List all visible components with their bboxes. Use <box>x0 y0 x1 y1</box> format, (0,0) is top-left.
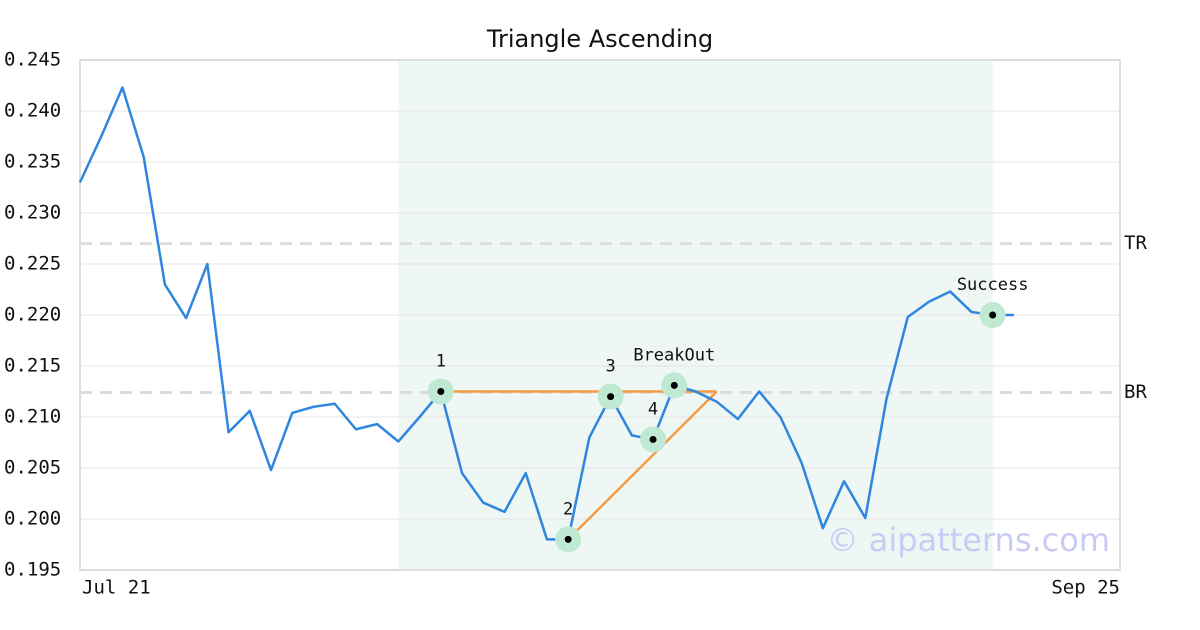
point-dot <box>437 388 445 395</box>
reference-label: BR <box>1124 381 1147 403</box>
y-tick-label: 0.210 <box>4 406 61 428</box>
triangle-line <box>567 390 718 541</box>
point-dot <box>989 311 997 319</box>
point-label: 4 <box>648 399 658 419</box>
point-dot <box>607 393 615 401</box>
y-tick-label: 0.195 <box>4 559 61 581</box>
reference-label: TR <box>1124 232 1147 254</box>
y-tick-label: 0.200 <box>4 508 61 530</box>
point-label: BreakOut <box>633 345 715 365</box>
y-tick-label: 0.225 <box>4 253 61 275</box>
point-dot <box>564 535 572 543</box>
point-label: 3 <box>605 357 615 377</box>
point-label: 1 <box>436 352 446 372</box>
chart-title: Triangle Ascending <box>486 25 713 53</box>
x-tick-label: Jul 21 <box>82 577 151 599</box>
watermark: © aipatterns.com <box>827 521 1110 559</box>
y-tick-label: 0.230 <box>4 202 61 224</box>
price-line <box>78 86 1014 541</box>
point-label: 2 <box>563 499 573 519</box>
x-tick-label: Sep 25 <box>1051 577 1120 599</box>
y-tick-label: 0.235 <box>4 151 61 173</box>
y-tick-label: 0.245 <box>4 49 61 71</box>
point-dot <box>670 381 678 389</box>
point-label: Success <box>957 275 1029 295</box>
y-tick-label: 0.220 <box>4 304 61 326</box>
y-tick-label: 0.215 <box>4 355 61 377</box>
plot-border <box>79 59 1121 571</box>
y-tick-label: 0.240 <box>4 100 61 122</box>
y-tick-label: 0.205 <box>4 457 61 479</box>
point-dot <box>649 435 657 443</box>
